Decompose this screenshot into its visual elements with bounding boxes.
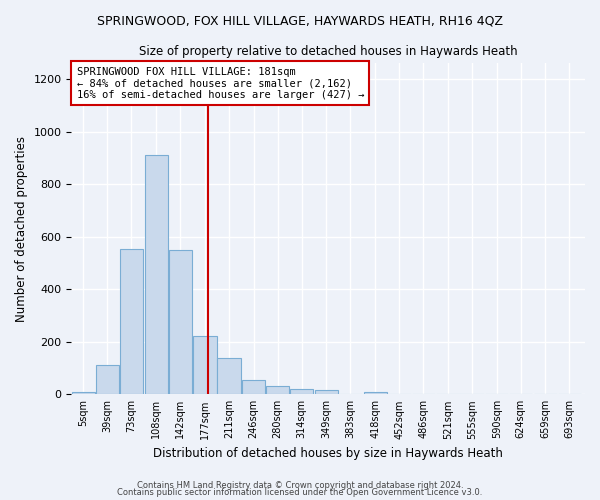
Bar [120,248,143,394]
Bar [169,250,192,394]
Bar [266,386,289,394]
Bar [242,380,265,394]
Bar [96,364,119,394]
Bar [217,358,241,395]
Text: Contains public sector information licensed under the Open Government Licence v3: Contains public sector information licen… [118,488,482,497]
Bar [72,392,95,394]
Bar [315,390,338,394]
Bar [364,392,387,394]
Text: Contains HM Land Registry data © Crown copyright and database right 2024.: Contains HM Land Registry data © Crown c… [137,480,463,490]
Text: SPRINGWOOD, FOX HILL VILLAGE, HAYWARDS HEATH, RH16 4QZ: SPRINGWOOD, FOX HILL VILLAGE, HAYWARDS H… [97,15,503,28]
Bar [193,336,217,394]
Text: SPRINGWOOD FOX HILL VILLAGE: 181sqm
← 84% of detached houses are smaller (2,162): SPRINGWOOD FOX HILL VILLAGE: 181sqm ← 84… [77,66,364,100]
X-axis label: Distribution of detached houses by size in Haywards Heath: Distribution of detached houses by size … [153,447,503,460]
Title: Size of property relative to detached houses in Haywards Heath: Size of property relative to detached ho… [139,45,518,58]
Bar [290,389,313,394]
Y-axis label: Number of detached properties: Number of detached properties [15,136,28,322]
Bar [145,156,168,394]
